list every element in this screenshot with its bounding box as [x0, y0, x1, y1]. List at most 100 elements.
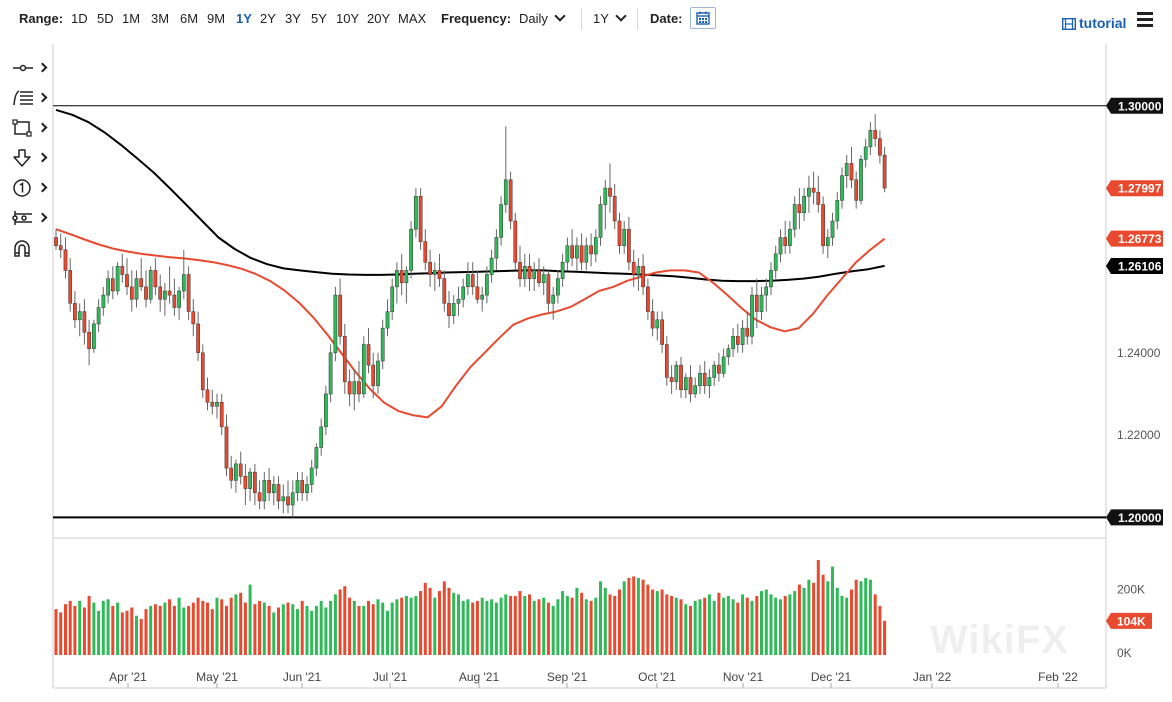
candle — [134, 270, 139, 308]
volume-bar — [461, 600, 465, 655]
candle — [650, 299, 655, 337]
candle — [338, 278, 342, 345]
line-tool-button[interactable] — [8, 56, 48, 80]
candle — [660, 311, 664, 353]
candle — [565, 237, 570, 271]
candle-body — [267, 480, 271, 494]
candle-body — [309, 467, 314, 485]
frequency-select[interactable]: Daily — [519, 10, 566, 27]
frequency-label: Frequency: — [441, 11, 512, 26]
candle — [754, 278, 759, 329]
annotation-tool-button[interactable] — [8, 176, 48, 200]
candle-body — [257, 492, 262, 502]
fibonacci-tool-button[interactable] — [8, 86, 48, 110]
candle — [267, 468, 271, 501]
candle-body — [200, 352, 205, 391]
range-button-10y[interactable]: 10Y — [336, 11, 360, 26]
volume-bar — [840, 596, 844, 655]
watermark-logo: WikiFX — [930, 618, 1069, 662]
candle-body — [404, 270, 409, 284]
range-button-1m[interactable]: 1M — [122, 11, 141, 26]
volume-bar — [665, 594, 669, 655]
candle — [527, 253, 532, 291]
magnet-tool-button[interactable] — [8, 236, 48, 260]
measure-tool-button[interactable] — [8, 206, 48, 230]
candle — [120, 253, 125, 283]
candle-body — [712, 364, 717, 378]
volume-bar — [471, 602, 475, 655]
candle — [655, 311, 660, 341]
candle-body — [224, 426, 229, 469]
x-tick-label: Apr '21 — [109, 670, 147, 684]
candle-body — [196, 323, 200, 353]
candle — [243, 463, 248, 506]
candle-body — [153, 270, 158, 288]
tutorial-link[interactable]: tutorial — [1061, 15, 1126, 31]
candle — [688, 365, 693, 403]
candle-body — [608, 187, 612, 197]
period-select[interactable]: 1Y — [593, 10, 627, 27]
frequency-value: Daily — [519, 11, 548, 26]
candle-body — [181, 274, 186, 292]
candle-body — [148, 270, 153, 300]
volume-bar — [584, 599, 588, 655]
volume-bar — [466, 599, 470, 655]
range-button-5y[interactable]: 5Y — [311, 11, 327, 26]
candle — [257, 480, 262, 510]
candle — [167, 266, 172, 304]
volume-bar — [660, 589, 664, 655]
volume-bar — [868, 579, 872, 655]
volume-bar — [310, 610, 314, 655]
candle — [276, 476, 281, 510]
level-badge — [1106, 97, 1163, 114]
candle-body — [248, 471, 252, 489]
volume-bar — [764, 589, 768, 655]
hamburger-menu-icon[interactable] — [1137, 12, 1153, 27]
candle — [234, 459, 238, 493]
volume-bar — [262, 602, 266, 655]
range-button-3m[interactable]: 3M — [151, 11, 170, 26]
candle — [679, 356, 683, 398]
candle-body — [186, 274, 191, 312]
candle-body — [532, 270, 537, 279]
date-picker-button[interactable] — [690, 7, 716, 29]
arrow-tool-button[interactable] — [8, 146, 48, 170]
range-button-3y[interactable]: 3Y — [285, 11, 301, 26]
candle-body — [361, 344, 366, 395]
volume-bar — [101, 600, 105, 655]
candle — [612, 184, 617, 230]
volume-bar — [707, 594, 711, 655]
candle — [499, 196, 503, 246]
candle-body — [679, 364, 683, 391]
range-button-1d[interactable]: 1D — [71, 11, 88, 26]
candle — [333, 286, 338, 361]
candle-body — [191, 311, 196, 325]
candle — [849, 146, 854, 189]
candle — [129, 270, 134, 312]
range-button-5d[interactable]: 5D — [97, 11, 114, 26]
volume-bar — [239, 592, 243, 655]
range-button-20y[interactable]: 20Y — [367, 11, 391, 26]
range-button-6m[interactable]: 6M — [180, 11, 199, 26]
volume-bar — [54, 609, 58, 655]
range-button-2y[interactable]: 2Y — [260, 11, 276, 26]
volume-bar — [348, 597, 352, 655]
candle-body — [570, 245, 574, 259]
candle — [475, 270, 480, 304]
candle — [172, 278, 177, 316]
candle — [882, 146, 887, 193]
candle — [778, 229, 783, 263]
volume-bar — [78, 600, 82, 655]
candle — [58, 233, 63, 259]
range-button-max[interactable]: MAX — [398, 11, 427, 26]
range-button-9m[interactable]: 9M — [207, 11, 226, 26]
volume-bar — [196, 597, 200, 655]
range-button-1y[interactable]: 1Y — [236, 11, 252, 26]
rectangle-tool-button[interactable] — [8, 116, 48, 140]
candle-body — [238, 463, 243, 477]
candle — [541, 266, 546, 296]
candle — [437, 253, 442, 287]
candle — [522, 253, 527, 287]
candle-body — [750, 294, 754, 337]
